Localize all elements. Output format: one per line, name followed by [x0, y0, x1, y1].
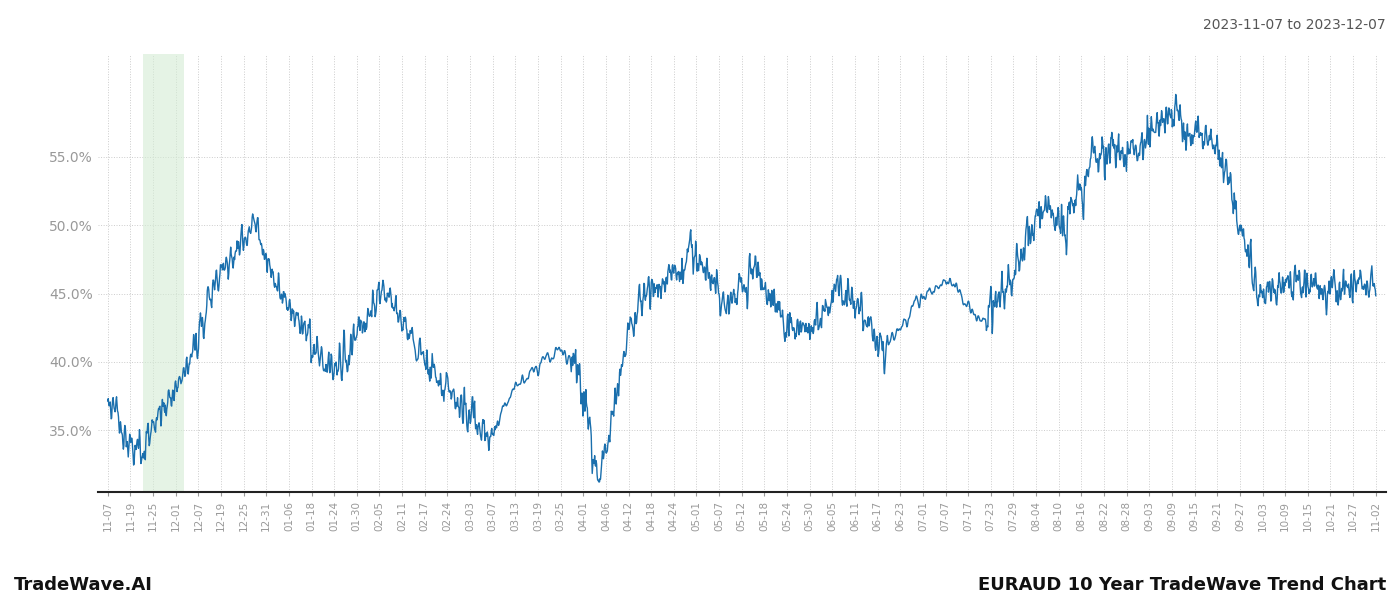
Bar	[143, 54, 183, 492]
Text: EURAUD 10 Year TradeWave Trend Chart: EURAUD 10 Year TradeWave Trend Chart	[977, 576, 1386, 594]
Text: 2023-11-07 to 2023-12-07: 2023-11-07 to 2023-12-07	[1204, 18, 1386, 32]
Text: TradeWave.AI: TradeWave.AI	[14, 576, 153, 594]
